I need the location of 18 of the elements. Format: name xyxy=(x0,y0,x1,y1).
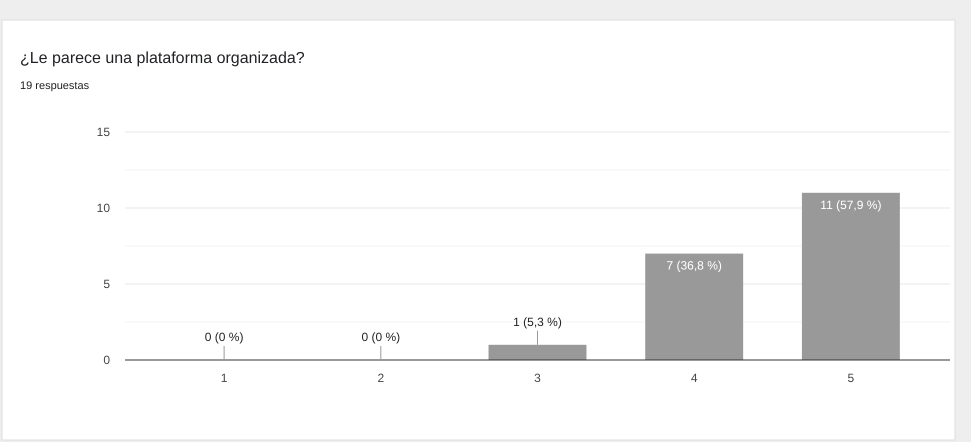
data-label: 0 (0 %) xyxy=(361,330,400,344)
data-label: 0 (0 %) xyxy=(204,330,244,344)
x-tick-label: 3 xyxy=(534,371,542,385)
x-tick-label: 2 xyxy=(377,371,384,385)
x-tick-label: 4 xyxy=(690,371,698,385)
bar xyxy=(645,254,744,360)
data-label: 7 (36,8 %) xyxy=(666,258,722,273)
y-tick-label: 0 xyxy=(103,353,110,367)
chart-subtitle: 19 respuestas xyxy=(20,80,90,92)
y-tick-label: 5 xyxy=(103,277,110,291)
y-tick-label: 15 xyxy=(96,125,110,139)
chart-title: ¿Le parece una plataforma organizada? xyxy=(20,50,305,67)
x-tick-label: 1 xyxy=(220,371,228,385)
data-label: 1 (5,3 %) xyxy=(513,314,562,329)
y-tick-label: 10 xyxy=(96,201,110,215)
x-tick-label: 5 xyxy=(848,371,855,385)
data-label: 11 (57,9 %) xyxy=(820,198,882,212)
bar xyxy=(802,192,900,360)
